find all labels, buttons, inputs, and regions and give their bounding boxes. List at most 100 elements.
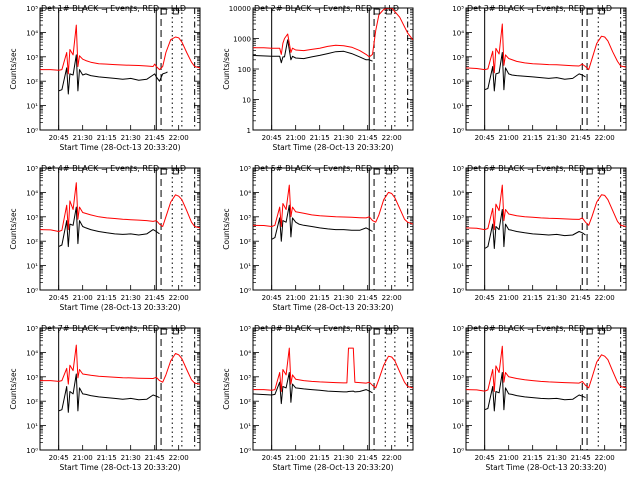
series-line-events — [58, 206, 160, 248]
y-tick-label: 10⁵ — [452, 165, 464, 173]
y-tick-label: 10⁵ — [239, 165, 251, 173]
x-tick-label: 21:45 — [145, 454, 165, 462]
plot-area — [40, 8, 200, 130]
y-tick-label: 10⁴ — [26, 349, 38, 357]
series-line-lld — [40, 182, 200, 232]
event-marker-box — [385, 8, 392, 15]
series-line-events — [484, 52, 586, 92]
x-tick-label: 22:00 — [169, 134, 189, 142]
event-marker-box — [385, 168, 392, 175]
event-marker-box — [373, 168, 380, 175]
y-tick-label: 100 — [238, 66, 251, 74]
y-tick-label: 10⁴ — [26, 29, 38, 37]
x-tick-label: 22:00 — [382, 134, 402, 142]
x-tick-label: 21:15 — [310, 134, 330, 142]
x-tick-label: 20:45 — [475, 294, 495, 302]
x-tick-label: 21:15 — [523, 134, 543, 142]
x-tick-label: 22:00 — [382, 454, 402, 462]
event-marker-box — [160, 328, 167, 335]
event-marker-box — [172, 8, 179, 15]
y-tick-label: 10³ — [26, 214, 38, 222]
x-tick-label: 20:45 — [475, 134, 495, 142]
y-tick-label: 10000 — [229, 5, 251, 13]
x-tick-label: 21:00 — [286, 294, 306, 302]
y-tick-label: 10³ — [239, 374, 251, 382]
y-tick-label: 1 — [247, 127, 251, 135]
plot-area — [40, 168, 200, 290]
x-axis-label: Start Time (28-Oct-13 20:33:20) — [59, 143, 180, 152]
y-tick-label: 10⁵ — [452, 5, 464, 13]
plot-frame — [39, 7, 201, 131]
event-marker-box — [586, 168, 593, 175]
x-tick-label: 22:00 — [595, 454, 615, 462]
y-axis-label: Counts/sec — [9, 208, 18, 249]
x-tick-label: 21:00 — [499, 294, 519, 302]
x-tick-label: 21:45 — [358, 134, 378, 142]
x-tick-label: 21:30 — [547, 294, 567, 302]
y-tick-label: 10¹ — [239, 263, 251, 271]
y-tick-label: 10⁰ — [239, 447, 251, 455]
panel-title: Det 6# BLACK = Events, RED = LLD — [467, 164, 612, 173]
x-tick-label: 21:15 — [97, 454, 117, 462]
x-tick-label: 21:30 — [334, 294, 354, 302]
plot-frame — [252, 167, 414, 291]
y-tick-label: 10⁵ — [26, 325, 38, 333]
x-tick-label: 22:00 — [382, 294, 402, 302]
panel-det-2: Det 2# BLACK = Events, RED = LLD 1 10 100 10… — [222, 4, 414, 152]
event-marker-box — [586, 328, 593, 335]
event-marker-box — [598, 168, 605, 175]
y-tick-label: 10⁴ — [239, 189, 251, 197]
y-tick-label: 10³ — [452, 214, 464, 222]
x-tick-label: 21:15 — [523, 454, 543, 462]
x-tick-label: 20:45 — [475, 454, 495, 462]
series-line-lld — [40, 24, 200, 75]
event-marker-box — [373, 328, 380, 335]
y-tick-label: 10³ — [452, 374, 464, 382]
y-axis-label: Counts/sec — [222, 48, 231, 89]
x-tick-label: 21:00 — [286, 134, 306, 142]
series-line-lld — [466, 345, 626, 392]
y-tick-label: 10⁰ — [452, 127, 464, 135]
y-tick-label: 10 — [242, 97, 251, 105]
y-axis-label: Counts/sec — [222, 208, 231, 249]
y-tick-label: 10⁴ — [452, 349, 464, 357]
series-line-lld — [253, 184, 413, 227]
x-tick-label: 21:30 — [547, 134, 567, 142]
y-tick-label: 10⁴ — [26, 189, 38, 197]
series-line-events — [58, 373, 160, 413]
panel-title: Det 1# BLACK = Events, RED = LLD — [41, 4, 186, 13]
x-tick-label: 21:00 — [286, 454, 306, 462]
y-tick-label: 1000 — [233, 36, 251, 44]
x-tick-label: 21:30 — [334, 454, 354, 462]
x-tick-label: 21:30 — [73, 134, 93, 142]
event-marker-box — [172, 168, 179, 175]
event-marker-box — [160, 168, 167, 175]
x-tick-label: 21:30 — [334, 134, 354, 142]
series-line-events — [58, 54, 168, 95]
x-tick-label: 22:00 — [595, 294, 615, 302]
x-tick-label: 21:45 — [571, 294, 591, 302]
series-line-events — [253, 372, 373, 405]
x-tick-label: 21:15 — [97, 134, 117, 142]
panel-title: Det 5# BLACK = Events, RED = LLD — [254, 164, 399, 173]
panel-det-6: Det 6# BLACK = Events, RED = LLD 10⁰ 10¹ 10… — [452, 164, 627, 302]
y-tick-label: 10² — [239, 398, 251, 406]
x-tick-label: 20:45 — [262, 454, 282, 462]
x-tick-label: 21:45 — [145, 134, 165, 142]
y-tick-label: 10² — [26, 398, 38, 406]
y-tick-label: 10² — [452, 78, 464, 86]
x-tick-label: 21:00 — [499, 454, 519, 462]
y-tick-label: 10³ — [26, 54, 38, 62]
event-marker-box — [172, 328, 179, 335]
y-tick-label: 10² — [239, 238, 251, 246]
x-axis-label: Start Time (28-Oct-13 20:33:20) — [272, 463, 393, 472]
panel-title: Det 9# BLACK = Events, RED = LLD — [467, 324, 612, 333]
y-tick-label: 10¹ — [452, 263, 464, 271]
x-tick-label: 22:00 — [595, 134, 615, 142]
x-tick-label: 21:45 — [358, 454, 378, 462]
x-tick-label: 20:45 — [49, 134, 69, 142]
series-line-events — [484, 209, 586, 249]
x-tick-label: 20:45 — [49, 454, 69, 462]
panel-det-1: Det 1# BLACK = Events, RED = LLD 10⁰ 10¹ 10… — [9, 4, 201, 152]
